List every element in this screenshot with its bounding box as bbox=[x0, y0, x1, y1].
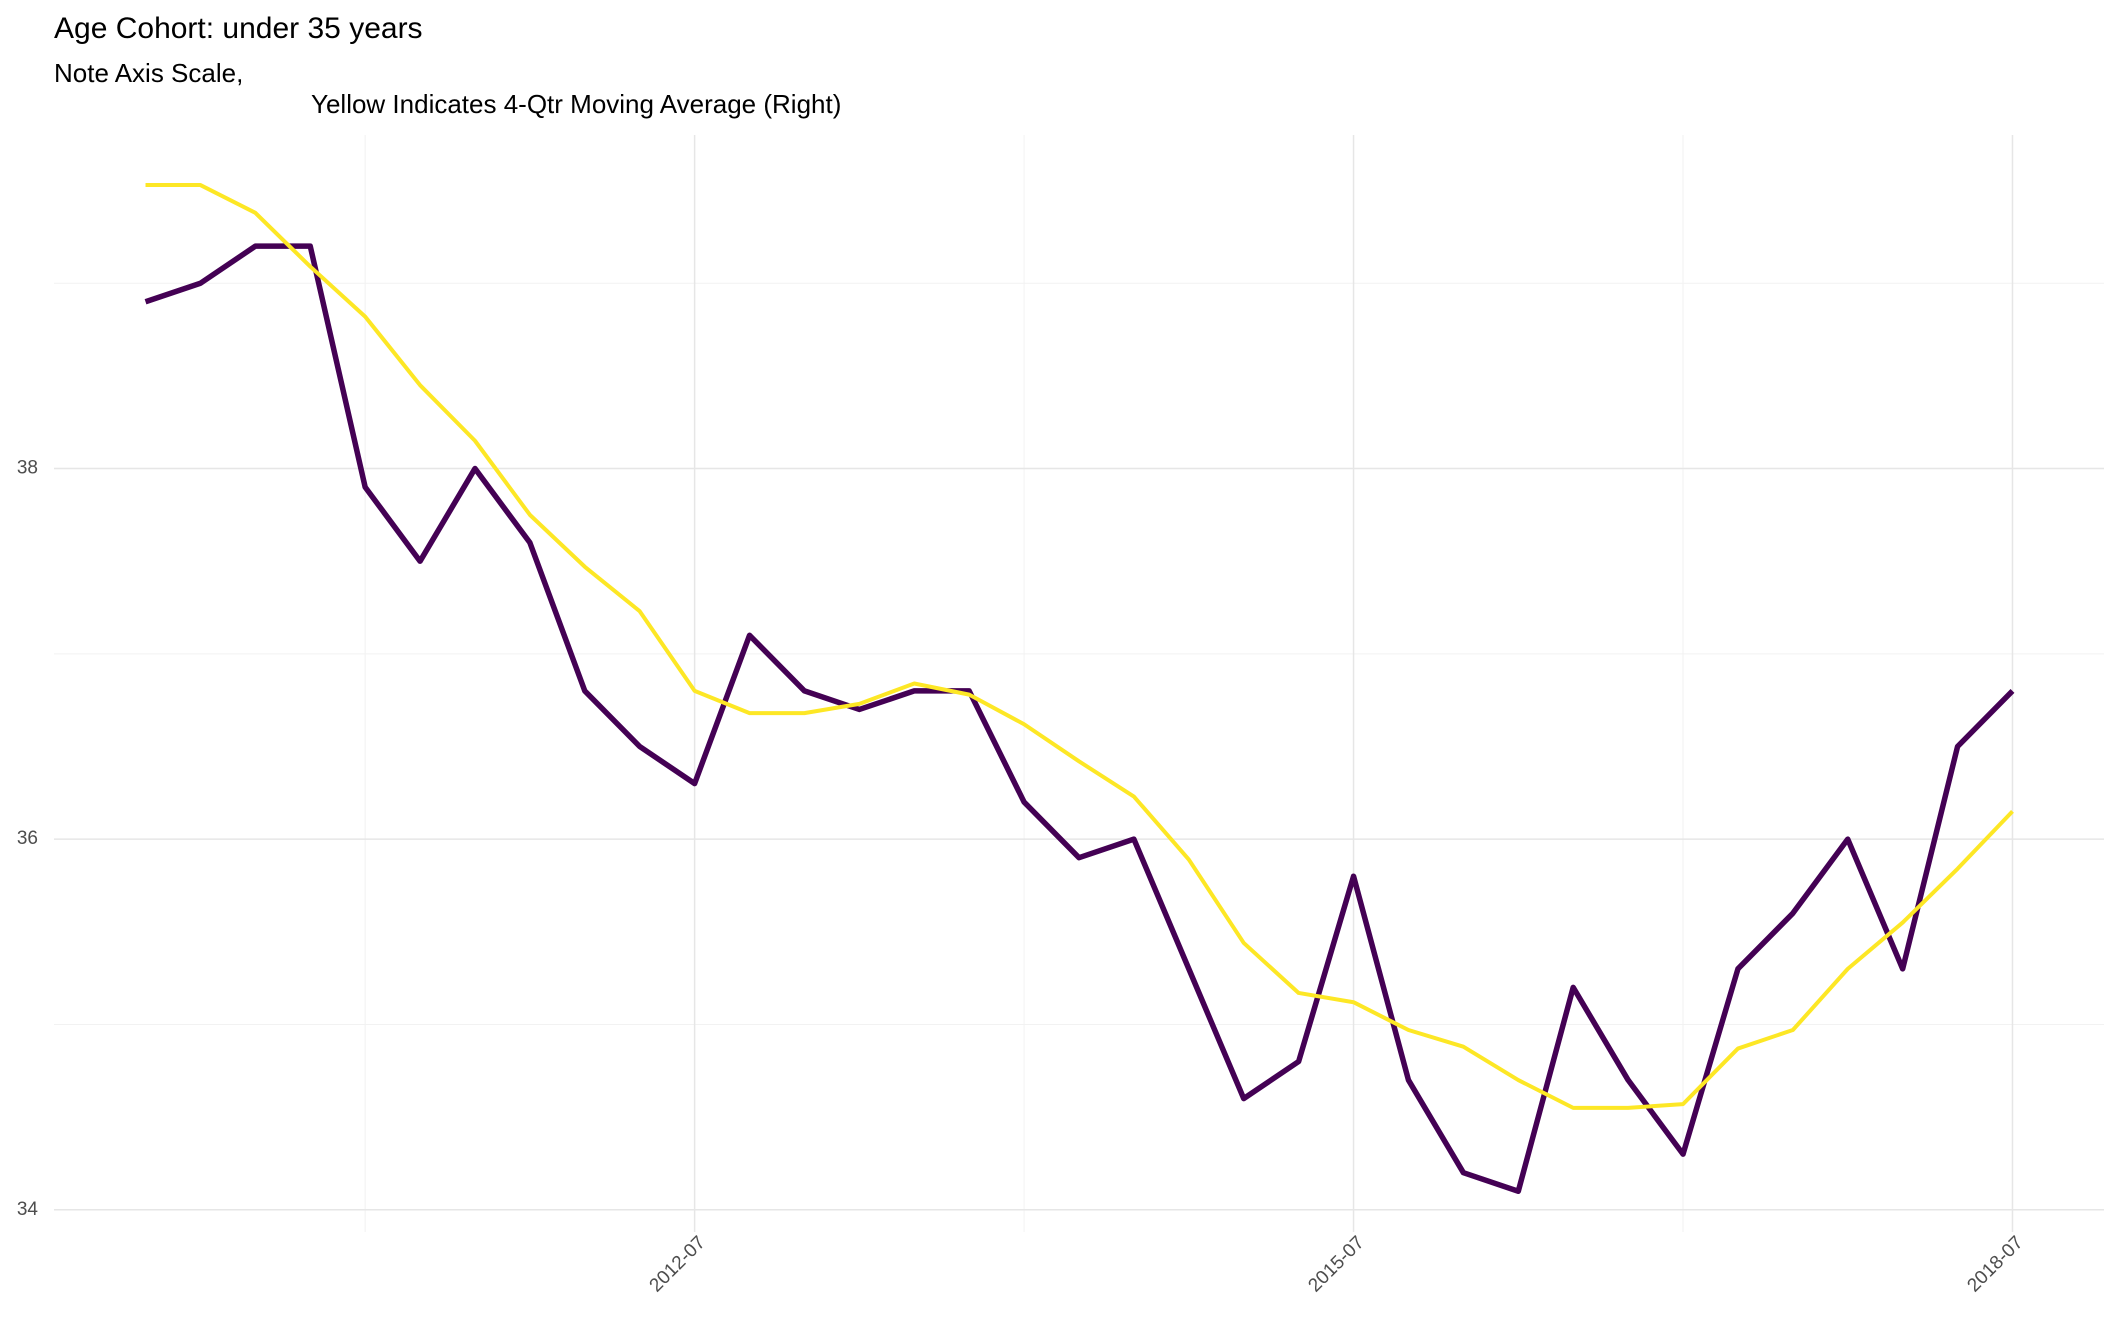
x-tick-label: 2015-07 bbox=[1304, 1232, 1368, 1296]
chart-title: Age Cohort: under 35 years bbox=[54, 12, 423, 45]
series-line bbox=[144, 243, 2015, 1194]
chart-subtitle: Yellow Indicates 4-Qtr Moving Average (R… bbox=[311, 89, 841, 119]
chart-subtitle: Note Axis Scale, bbox=[54, 58, 243, 88]
y-tick-label: 38 bbox=[17, 458, 38, 479]
x-tick-label: 2012-07 bbox=[646, 1232, 710, 1296]
y-tick-label: 34 bbox=[17, 1199, 39, 1220]
x-tick-label: 2018-07 bbox=[1963, 1232, 2027, 1296]
y-tick-label: 36 bbox=[17, 828, 38, 849]
series-line bbox=[145, 183, 2014, 1110]
